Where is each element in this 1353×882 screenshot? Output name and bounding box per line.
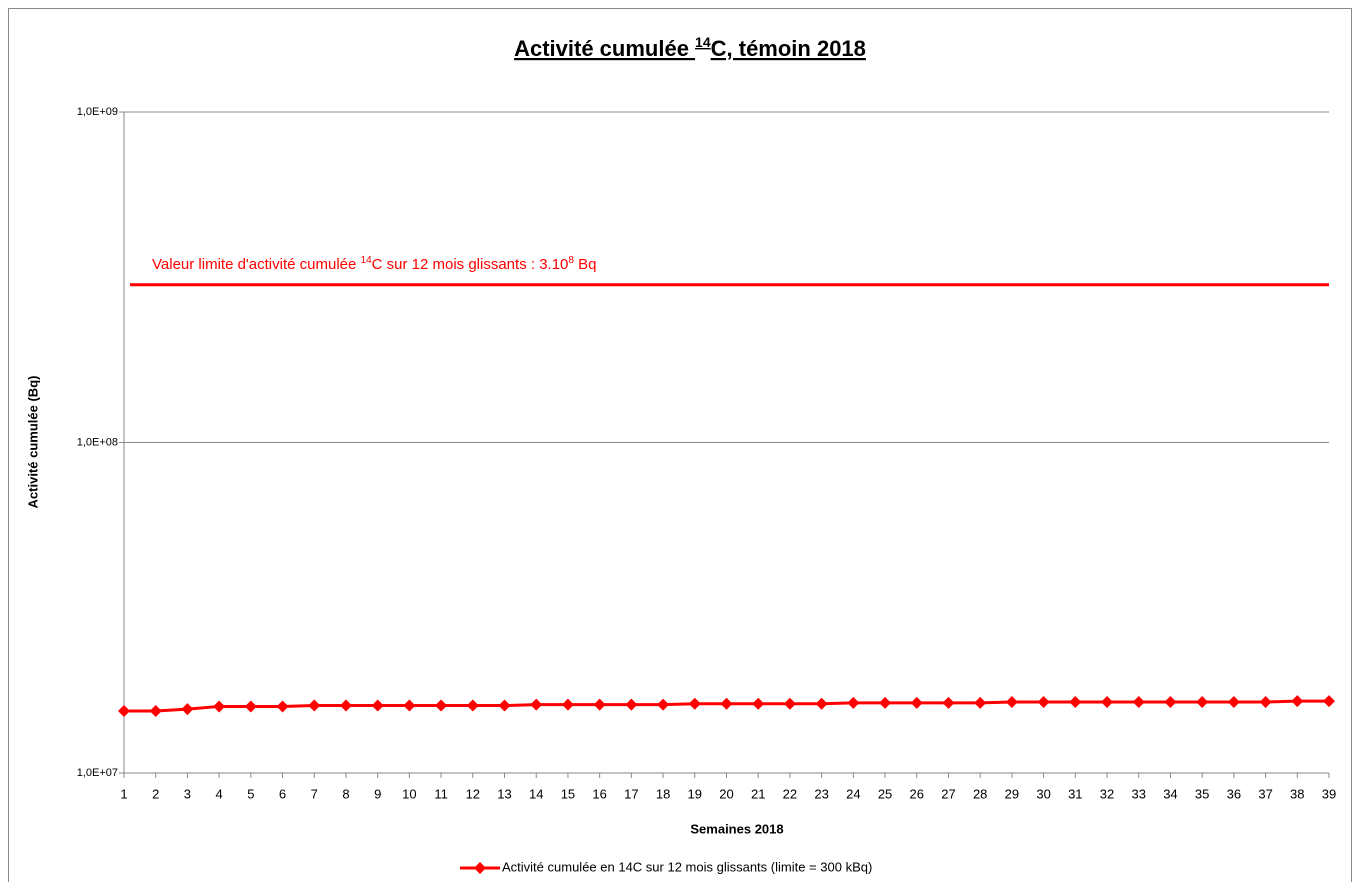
x-tick-label: 13 <box>497 786 511 801</box>
point-marker <box>625 698 638 711</box>
point-marker <box>1291 695 1304 708</box>
x-tick-label: 15 <box>561 786 575 801</box>
x-tick-label: 28 <box>973 786 987 801</box>
point-marker <box>1005 695 1018 708</box>
title-part: Activité cumulée <box>514 36 695 61</box>
x-tick-label: 12 <box>466 786 480 801</box>
x-tick-label: 1 <box>120 786 127 801</box>
point-marker <box>308 699 321 712</box>
x-tick-label: 8 <box>342 786 349 801</box>
point-marker <box>1196 695 1209 708</box>
x-tick-label: 39 <box>1322 786 1336 801</box>
point-marker <box>1164 695 1177 708</box>
point-marker <box>720 697 733 710</box>
y-tick-label: 1,0E+07 <box>77 767 118 779</box>
point-marker <box>561 698 574 711</box>
point-marker <box>276 700 289 713</box>
x-tick-label: 11 <box>434 786 448 801</box>
x-tick-label: 33 <box>1132 786 1146 801</box>
point-marker <box>910 696 923 709</box>
x-tick-label: 26 <box>910 786 924 801</box>
x-tick-label: 25 <box>878 786 892 801</box>
point-marker <box>815 697 828 710</box>
x-tick-label: 2 <box>152 786 159 801</box>
point-marker <box>435 699 448 712</box>
y-tick-label: 1,0E+09 <box>77 106 118 118</box>
x-tick-label: 37 <box>1258 786 1272 801</box>
point-marker <box>244 700 257 713</box>
x-tick-label: 17 <box>624 786 638 801</box>
point-marker <box>1037 695 1050 708</box>
x-tick-label: 6 <box>279 786 286 801</box>
chart-title: Activité cumulée 14C, témoin 2018 <box>514 34 866 61</box>
point-marker <box>149 705 162 718</box>
annotation-part: Valeur limite d'activité cumulée <box>152 256 361 273</box>
x-tick-label: 10 <box>402 786 416 801</box>
annotation-sup: 8 <box>568 255 574 266</box>
y-tick-label: 1,0E+08 <box>77 436 118 448</box>
point-marker <box>1101 695 1114 708</box>
point-marker <box>688 697 701 710</box>
x-tick-label: 35 <box>1195 786 1209 801</box>
x-tick-label: 21 <box>751 786 765 801</box>
x-tick-label: 30 <box>1036 786 1050 801</box>
point-marker <box>213 700 226 713</box>
x-tick-label: 34 <box>1163 786 1177 801</box>
point-marker <box>783 697 796 710</box>
legend-label: Activité cumulée en 14C sur 12 mois glis… <box>502 859 872 874</box>
point-marker <box>403 699 416 712</box>
point-marker <box>942 696 955 709</box>
chart-frame <box>8 8 1352 882</box>
x-tick-label: 4 <box>216 786 223 801</box>
point-marker <box>339 699 352 712</box>
x-tick-label: 19 <box>688 786 702 801</box>
point-marker <box>974 696 987 709</box>
x-tick-label: 31 <box>1068 786 1082 801</box>
point-marker <box>752 697 765 710</box>
x-tick-label: 5 <box>247 786 254 801</box>
x-tick-label: 36 <box>1227 786 1241 801</box>
x-tick-label: 32 <box>1100 786 1114 801</box>
point-marker <box>1132 695 1145 708</box>
annotation-part: C sur 12 mois glissants : 3.10 <box>372 256 569 273</box>
x-tick-label: 23 <box>814 786 828 801</box>
x-tick-label: 7 <box>311 786 318 801</box>
annotation-sup: 14 <box>361 255 373 266</box>
x-tick-label: 38 <box>1290 786 1304 801</box>
point-marker <box>593 698 606 711</box>
point-marker <box>181 703 194 716</box>
point-marker <box>879 696 892 709</box>
point-marker <box>1259 695 1272 708</box>
x-tick-label: 18 <box>656 786 670 801</box>
x-tick-label: 29 <box>1005 786 1019 801</box>
title-part: C, témoin 2018 <box>711 36 866 61</box>
x-tick-label: 20 <box>719 786 733 801</box>
legend-marker <box>474 862 486 874</box>
point-marker <box>847 696 860 709</box>
annotation-part: Bq <box>574 256 597 273</box>
x-tick-label: 16 <box>592 786 606 801</box>
title-sup: 14 <box>695 34 711 50</box>
y-axis-label: Activité cumulée (Bq) <box>25 376 40 509</box>
x-tick-label: 14 <box>529 786 543 801</box>
point-marker <box>1227 695 1240 708</box>
point-marker <box>118 705 130 718</box>
x-tick-label: 24 <box>846 786 860 801</box>
x-tick-label: 27 <box>941 786 955 801</box>
x-tick-label: 22 <box>783 786 797 801</box>
point-marker <box>530 698 543 711</box>
point-marker <box>371 699 384 712</box>
x-axis-label: Semaines 2018 <box>690 821 783 836</box>
point-marker <box>1323 695 1335 708</box>
point-marker <box>657 698 670 711</box>
point-marker <box>1069 695 1082 708</box>
point-marker <box>466 699 479 712</box>
limit-annotation: Valeur limite d'activité cumulée 14C sur… <box>152 255 596 273</box>
point-marker <box>498 699 511 712</box>
x-tick-label: 9 <box>374 786 381 801</box>
x-tick-label: 3 <box>184 786 191 801</box>
